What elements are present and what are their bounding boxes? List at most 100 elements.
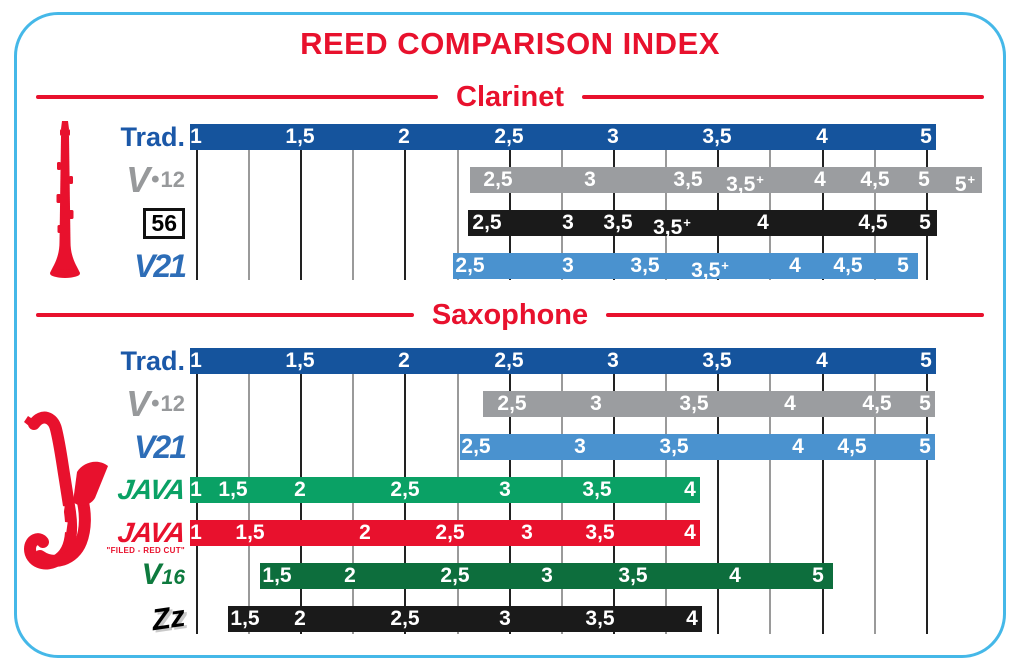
section-title-saxophone: Saxophone bbox=[431, 298, 589, 331]
strength-label: 2,5 bbox=[494, 349, 524, 372]
gridline-saxophone bbox=[404, 374, 406, 634]
bar-saxophone-java-filed-red-cut: 1 1,5 2 2,5 3 3,5 4 bbox=[190, 520, 700, 546]
gridline-saxophone bbox=[926, 374, 928, 634]
gridline-saxophone bbox=[248, 374, 250, 634]
bar-clarinet-v21: 2,5 3 3,5 3,5+ 4 4,5 5 bbox=[453, 253, 918, 282]
bar-saxophone-v16: 1,5 2 2,5 3 3,5 4 5 bbox=[260, 563, 833, 589]
strength-label: 3,5 bbox=[618, 564, 648, 587]
strength-label: 1 bbox=[190, 478, 202, 501]
section-heading-clarinet: Clarinet bbox=[36, 80, 985, 114]
strength-label: 5 bbox=[920, 125, 932, 148]
strength-label: 3,5+ bbox=[691, 258, 729, 282]
heading-rule-right bbox=[582, 95, 985, 99]
gridline-clarinet bbox=[196, 150, 198, 280]
strength-label: 2,5 bbox=[435, 521, 465, 544]
gridline-saxophone bbox=[457, 374, 459, 634]
gridline-saxophone bbox=[509, 374, 511, 634]
gridline-saxophone bbox=[769, 374, 771, 634]
gridline-saxophone bbox=[717, 374, 719, 634]
strength-label: 3 bbox=[499, 478, 511, 501]
heading-rule-right bbox=[606, 313, 984, 317]
strength-label: 3,5 bbox=[702, 349, 732, 372]
strength-label: 2,5 bbox=[390, 478, 420, 501]
strength-label: 4 bbox=[792, 435, 804, 458]
strength-label: 3 bbox=[584, 168, 596, 191]
strength-label: 3,5 bbox=[585, 607, 615, 630]
strength-label: 1,5 bbox=[285, 125, 315, 148]
strength-label: 4 bbox=[757, 211, 769, 234]
strength-label: 2,5 bbox=[455, 254, 485, 277]
strength-label: 3,5 bbox=[603, 211, 633, 234]
strength-label: 2 bbox=[344, 564, 356, 587]
strength-label: 4 bbox=[686, 607, 698, 630]
strength-label: 5 bbox=[919, 392, 931, 415]
bar-saxophone-zz: 1,5 2 2,5 3 3,5 4 bbox=[228, 606, 702, 632]
strength-label: 3,5 bbox=[659, 435, 689, 458]
strength-label: 4,5 bbox=[837, 435, 867, 458]
strength-label: 4 bbox=[684, 521, 696, 544]
gridline-clarinet bbox=[457, 150, 459, 280]
brand-logo-v21: V21 bbox=[52, 248, 187, 284]
strength-label: 3 bbox=[607, 125, 619, 148]
brand-logo-56: 56 bbox=[52, 207, 185, 239]
v16-number: 16 bbox=[161, 565, 185, 589]
strength-label: 4 bbox=[729, 564, 741, 587]
page-title: REED COMPARISON INDEX bbox=[300, 26, 720, 61]
bar-clarinet-trad: 1 1,5 2 2,5 3 3,5 4 5 bbox=[190, 124, 936, 150]
strength-label: 3,5 bbox=[702, 125, 732, 148]
heading-rule-left bbox=[36, 313, 414, 317]
strength-label: 3,5 bbox=[673, 168, 703, 191]
v12-number: 12 bbox=[160, 167, 185, 192]
bar-clarinet-v12: 2,5 3 3,5 3,5+ 4 4,5 5 5+ bbox=[470, 167, 982, 196]
gridline-saxophone bbox=[300, 374, 302, 634]
gridline-saxophone bbox=[561, 374, 563, 634]
strength-label: 3,5 bbox=[582, 478, 612, 501]
strength-label: 3 bbox=[521, 521, 533, 544]
strength-label: 5 bbox=[918, 168, 930, 191]
strength-label: 3 bbox=[590, 392, 602, 415]
strength-label: 4 bbox=[684, 478, 696, 501]
strength-label: 2,5 bbox=[497, 392, 527, 415]
brand-logo-v21: V21 bbox=[52, 428, 187, 465]
bar-saxophone-trad: 1 1,5 2 2,5 3 3,5 4 5 bbox=[190, 348, 936, 374]
section-heading-saxophone: Saxophone bbox=[36, 298, 984, 332]
strength-label: 3,5 bbox=[679, 392, 709, 415]
gridline-clarinet bbox=[300, 150, 302, 280]
brand-logo-zz: Zz bbox=[52, 600, 187, 637]
brand-label: Trad. bbox=[120, 121, 185, 152]
strength-label: 1 bbox=[190, 521, 202, 544]
strength-label: 5 bbox=[919, 435, 931, 458]
brand-label: JAVA bbox=[116, 517, 188, 548]
strength-label: 1,5 bbox=[235, 521, 265, 544]
strength-label: 4 bbox=[784, 392, 796, 415]
strength-label: 1,5 bbox=[262, 564, 292, 587]
section-title-clarinet: Clarinet bbox=[456, 80, 564, 113]
gridline-clarinet bbox=[352, 150, 354, 280]
gridline-clarinet bbox=[404, 150, 406, 280]
brand-label: V21 bbox=[134, 428, 187, 465]
gridline-saxophone bbox=[665, 374, 667, 634]
brand-logo-v12: V • 12 bbox=[52, 162, 185, 198]
strength-label: 3 bbox=[607, 349, 619, 372]
brand-logo-java-filed-red-cut: JAVA "FILED - RED CUT" bbox=[52, 517, 188, 555]
brand-logo-trad: Trad. bbox=[52, 345, 185, 377]
strength-label: 1 bbox=[190, 125, 202, 148]
strength-label: 3 bbox=[562, 211, 574, 234]
strength-label: 3 bbox=[562, 254, 574, 277]
strength-label: 5 bbox=[897, 254, 909, 277]
strength-label: 2,5 bbox=[483, 168, 513, 191]
brand-sublabel: "FILED - RED CUT" bbox=[106, 546, 185, 555]
strength-label: 1,5 bbox=[285, 349, 315, 372]
bar-saxophone-v12: 2,5 3 3,5 4 4,5 5 bbox=[483, 391, 935, 417]
strength-label: 4 bbox=[814, 168, 826, 191]
strength-label: 5+ bbox=[954, 172, 976, 196]
strength-label: 4,5 bbox=[860, 168, 890, 191]
strength-label: 2 bbox=[294, 478, 306, 501]
strength-label: 3,5+ bbox=[726, 172, 764, 196]
strength-label: 4,5 bbox=[833, 254, 863, 277]
v12-number: 12 bbox=[160, 391, 185, 416]
brand-logo-v16: V16 bbox=[52, 559, 185, 592]
strength-label: 2,5 bbox=[461, 435, 491, 458]
strength-label: 4 bbox=[816, 125, 828, 148]
